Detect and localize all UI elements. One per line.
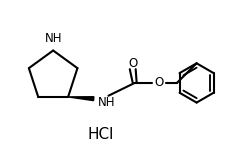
Text: O: O (128, 57, 137, 70)
Text: NH: NH (98, 96, 115, 109)
Text: HCl: HCl (87, 128, 114, 143)
Text: NH: NH (44, 32, 62, 45)
Text: O: O (155, 76, 164, 89)
Polygon shape (68, 97, 94, 101)
